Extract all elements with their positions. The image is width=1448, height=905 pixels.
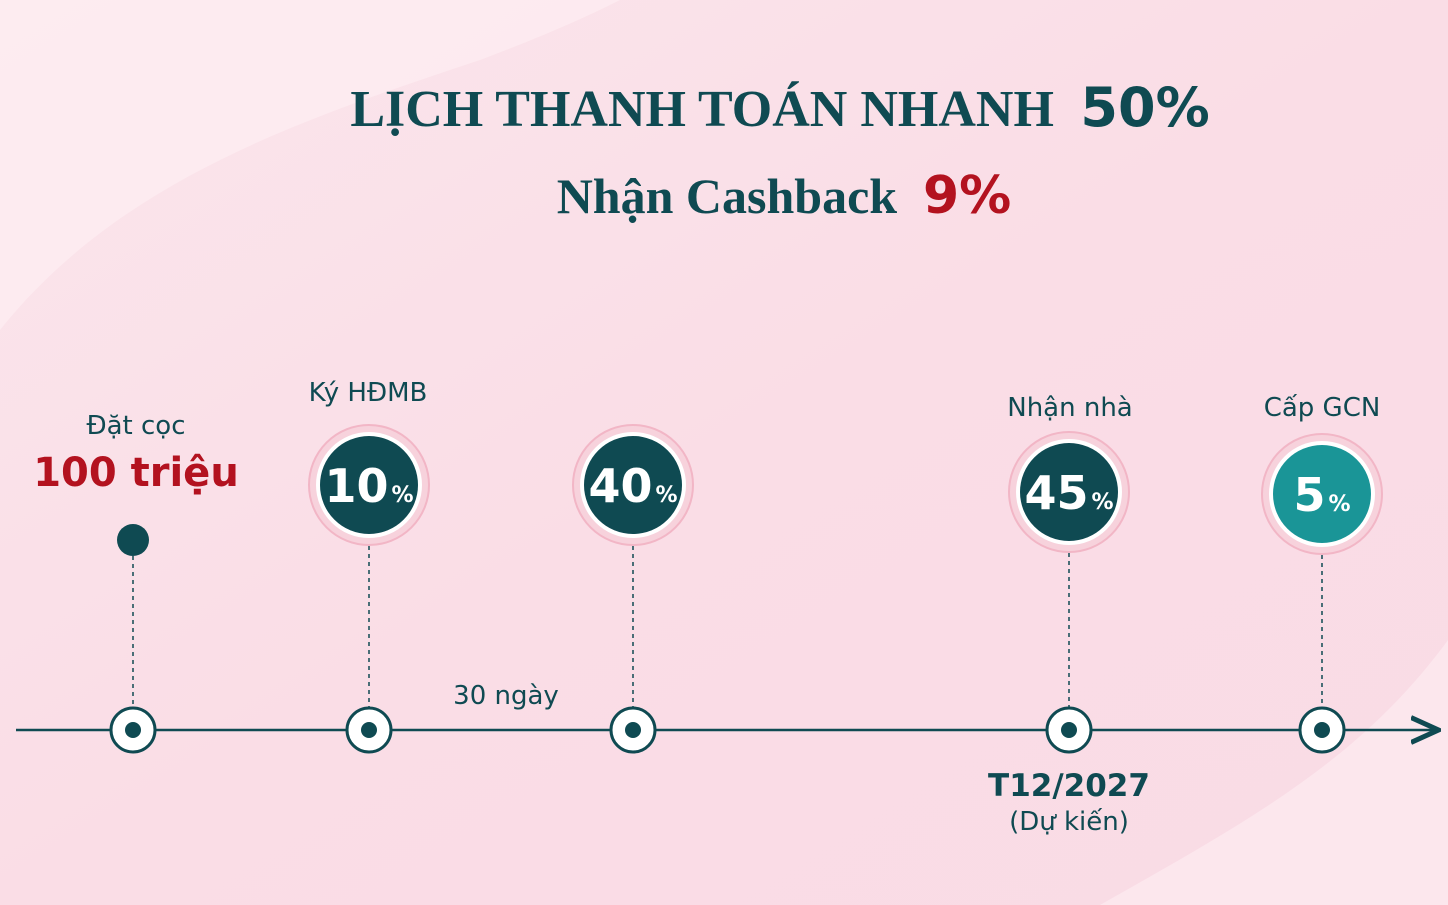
decor-wave xyxy=(0,0,620,330)
axis-node xyxy=(1298,706,1346,754)
axis-node xyxy=(109,706,157,754)
milestone-label: Ký HĐMB xyxy=(309,378,428,408)
axis-node xyxy=(1045,706,1093,754)
axis-node xyxy=(609,706,657,754)
decor-wave xyxy=(1100,640,1448,905)
title-highlight: 50% xyxy=(1080,76,1209,139)
subtitle-highlight: 9% xyxy=(923,166,1011,226)
percent-value: 40 xyxy=(588,459,652,513)
axis-nodes xyxy=(109,706,1346,754)
connectors xyxy=(132,546,1323,708)
percent-unit: % xyxy=(1091,490,1113,515)
title-text: LỊCH THANH TOÁN NHANH xyxy=(350,80,1054,138)
milestone-note: (Dự kiến) xyxy=(1009,807,1129,837)
percent-text: 45% xyxy=(1024,466,1113,520)
interval-label: 30 ngày xyxy=(453,681,559,711)
milestone-label: Nhận nhà xyxy=(1007,393,1133,423)
percent-badge: 5% xyxy=(1261,433,1383,555)
percent-badge: 40% xyxy=(572,424,694,546)
milestone-label: Cấp GCN xyxy=(1264,393,1381,423)
deposit-amount: 100 triệu xyxy=(33,450,239,496)
axis-node xyxy=(345,706,393,754)
title: LỊCH THANH TOÁN NHANH 50% xyxy=(350,76,1209,139)
percent-badge: 45% xyxy=(1008,431,1130,553)
deposit-dot xyxy=(117,524,149,556)
percent-text: 10% xyxy=(324,459,413,513)
milestone-label: Đặt cọc xyxy=(86,411,185,441)
percent-text: 5% xyxy=(1293,468,1350,522)
percent-unit: % xyxy=(391,483,413,508)
subtitle: Nhận Cashback 9% xyxy=(557,166,1012,226)
percent-unit: % xyxy=(1328,492,1350,517)
milestone-date: T12/2027 xyxy=(988,768,1150,804)
percent-text: 40% xyxy=(588,459,677,513)
percent-value: 45 xyxy=(1024,466,1088,520)
percent-unit: % xyxy=(655,483,677,508)
subtitle-text: Nhận Cashback xyxy=(557,168,898,224)
percent-value: 5 xyxy=(1293,468,1325,522)
percent-value: 10 xyxy=(324,459,388,513)
percent-badge: 10% xyxy=(308,424,430,546)
